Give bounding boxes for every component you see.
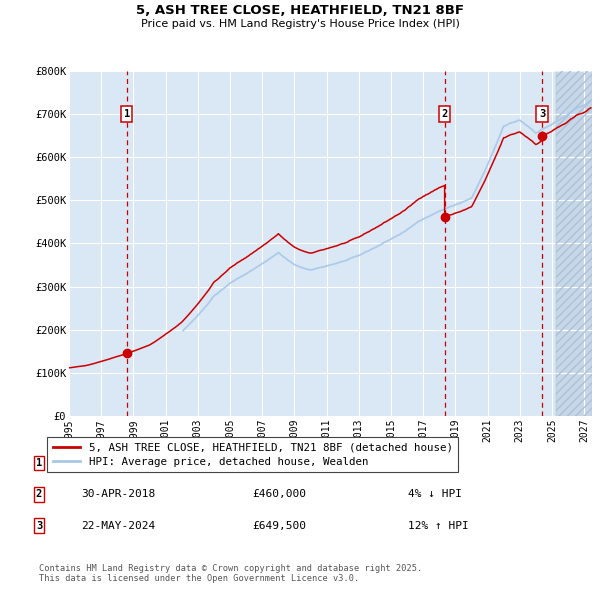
Text: 1: 1 [36, 458, 42, 468]
Text: 2: 2 [36, 490, 42, 499]
Text: Contains HM Land Registry data © Crown copyright and database right 2025.
This d: Contains HM Land Registry data © Crown c… [39, 563, 422, 583]
Bar [556, 71, 592, 416]
Text: 12% ↑ HPI: 12% ↑ HPI [408, 521, 469, 530]
Text: 1: 1 [124, 109, 130, 119]
Text: 3: 3 [36, 521, 42, 530]
Text: Price paid vs. HM Land Registry's House Price Index (HPI): Price paid vs. HM Land Registry's House … [140, 19, 460, 29]
Text: 30-APR-2018: 30-APR-2018 [81, 490, 155, 499]
Text: 07-AUG-1998: 07-AUG-1998 [81, 458, 155, 468]
Text: 4% ↓ HPI: 4% ↓ HPI [408, 490, 462, 499]
Text: ≈ HPI: ≈ HPI [408, 458, 442, 468]
Bar [556, 71, 592, 416]
Text: 22-MAY-2024: 22-MAY-2024 [81, 521, 155, 530]
Text: £460,000: £460,000 [252, 490, 306, 499]
Text: 5, ASH TREE CLOSE, HEATHFIELD, TN21 8BF: 5, ASH TREE CLOSE, HEATHFIELD, TN21 8BF [136, 4, 464, 17]
Legend: 5, ASH TREE CLOSE, HEATHFIELD, TN21 8BF (detached house), HPI: Average price, de: 5, ASH TREE CLOSE, HEATHFIELD, TN21 8BF … [47, 437, 458, 473]
Text: £145,000: £145,000 [252, 458, 306, 468]
Text: 3: 3 [539, 109, 545, 119]
Text: £649,500: £649,500 [252, 521, 306, 530]
Text: 2: 2 [442, 109, 448, 119]
